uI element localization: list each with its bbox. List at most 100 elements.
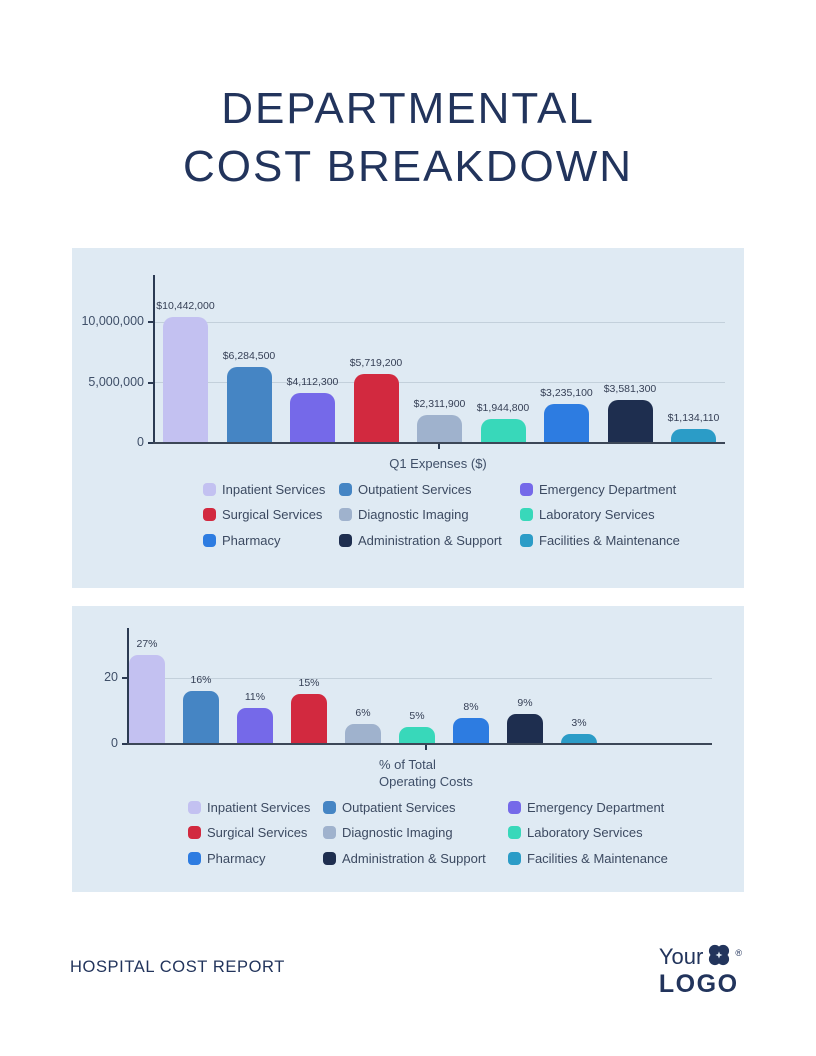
- bar-value-label: $3,235,100: [540, 387, 593, 399]
- legend-label: Pharmacy: [207, 850, 266, 866]
- y-tick-mark: [148, 321, 153, 323]
- y-tick-mark: [148, 381, 153, 384]
- x-axis-label: % of Total Operating Costs: [379, 756, 473, 790]
- bar-administration-support: [507, 714, 543, 744]
- bar-laboratory-services: [480, 419, 526, 443]
- logo-text-logo: LOGO: [658, 970, 739, 998]
- y-axis-line: [153, 275, 155, 444]
- bar-pharmacy: [453, 718, 489, 744]
- bar-value-label: 8%: [463, 701, 479, 713]
- gridline: [127, 677, 712, 679]
- legend-label: Emergency Department: [539, 481, 677, 497]
- legend-label: Surgical Services: [207, 825, 308, 840]
- bar-value-label: $6,284,500: [222, 350, 276, 362]
- report-name: HOSPITAL COST REPORT: [70, 958, 285, 976]
- legend-item-diagnostic-imaging: Diagnostic Imaging: [323, 825, 508, 840]
- bar-value-label: 5%: [409, 710, 425, 722]
- legend-swatch-emergency-department: [520, 482, 533, 496]
- legend-item-outpatient-services: Outpatient Services: [339, 482, 520, 497]
- legend-item-emergency-department: Emergency Department: [520, 481, 680, 497]
- legend-item-laboratory-services: Laboratory Services: [520, 507, 680, 522]
- bar-laboratory-services: [399, 727, 435, 744]
- legend-label: Inpatient Services: [222, 481, 326, 497]
- y-tick-label: 10,000,000: [81, 314, 144, 328]
- legend-swatch-diagnostic-imaging: [339, 508, 352, 521]
- registered-trademark-symbol: ®: [735, 948, 742, 958]
- legend-label: Laboratory Services: [527, 825, 643, 840]
- bar-emergency-department: [237, 708, 273, 744]
- clover-logo-icon: [708, 944, 730, 970]
- bar-diagnostic-imaging: [417, 415, 462, 443]
- legend-item-facilities-maintenance: Facilities & Maintenance: [520, 532, 680, 548]
- legend-item-pharmacy: Pharmacy: [188, 850, 323, 866]
- bar-value-label: $2,311,900: [413, 398, 466, 410]
- bar-value-label: $4,112,300: [286, 376, 339, 388]
- legend-swatch-surgical-services: [188, 826, 201, 839]
- legend-item-emergency-department: Emergency Department: [508, 799, 668, 815]
- y-tick-label: 20: [104, 670, 118, 684]
- legend-item-diagnostic-imaging: Diagnostic Imaging: [339, 507, 520, 522]
- legend-label: Pharmacy: [222, 532, 281, 548]
- legend-swatch-outpatient-services: [339, 482, 352, 496]
- y-tick-label: 5,000,000: [88, 374, 144, 389]
- legend-swatch-laboratory-services: [520, 508, 533, 521]
- percent-costs-legend: Inpatient Services Outpatient Services Eme…: [188, 799, 668, 866]
- x-tick-mark: [425, 745, 427, 750]
- legend-label: Facilities & Maintenance: [539, 532, 680, 548]
- page-footer: HOSPITAL COST REPORT Your ® LOGO: [70, 944, 742, 999]
- legend-label: Administration & Support: [342, 850, 486, 866]
- bar-outpatient-services: [183, 691, 219, 744]
- legend-item-facilities-maintenance: Facilities & Maintenance: [508, 850, 668, 866]
- legend-swatch-surgical-services: [203, 508, 216, 521]
- brand-logo: Your ® LOGO: [659, 944, 742, 999]
- bar-diagnostic-imaging: [345, 724, 381, 744]
- bar-value-label: $1,134,110: [667, 412, 720, 424]
- x-axis-line: [127, 743, 712, 745]
- bar-value-label: 16%: [190, 674, 212, 686]
- bar-value-label: $10,442,000: [156, 300, 215, 312]
- legend-swatch-pharmacy: [188, 851, 201, 865]
- legend-swatch-facilities-maintenance: [520, 533, 533, 547]
- y-tick-mark: [122, 743, 127, 745]
- bar-value-label: 9%: [517, 697, 533, 709]
- legend-label: Emergency Department: [527, 799, 665, 815]
- x-axis-label-line: Operating Costs: [379, 774, 473, 789]
- bar-inpatient-services: [163, 317, 208, 443]
- logo-text-your: Your: [658, 944, 704, 969]
- bar-value-label: $1,944,800: [476, 402, 530, 414]
- percent-costs-panel: 0 20 27% 16% 11% 15% 6% 5% 8% 9% 3% % of Total Opera…: [72, 606, 744, 892]
- x-axis-label-line: Q1 Expenses ($): [389, 456, 487, 471]
- legend-swatch-pharmacy: [203, 533, 216, 547]
- q1-expenses-panel: 0 5,000,000 10,000,000 $10,442,000 $6,284,50…: [72, 248, 744, 588]
- bar-value-label: $3,581,300: [603, 383, 657, 395]
- page-title-line1: DEPARTMENTAL: [221, 84, 595, 133]
- q1-expenses-legend: Inpatient Services Outpatient Services Eme…: [203, 481, 680, 548]
- gridline: [153, 382, 725, 383]
- legend-item-laboratory-services: Laboratory Services: [508, 825, 668, 840]
- y-tick-label: 0: [137, 435, 144, 449]
- legend-item-administration-support: Administration & Support: [339, 533, 520, 548]
- x-axis-line: [153, 442, 725, 444]
- q1-expenses-bar-chart: 0 5,000,000 10,000,000 $10,442,000 $6,284,50…: [72, 248, 744, 588]
- legend-swatch-outpatient-services: [323, 800, 336, 814]
- legend-item-surgical-services: Surgical Services: [188, 825, 323, 840]
- bar-value-label: 27%: [136, 638, 158, 650]
- bar-facilities-maintenance: [561, 734, 597, 744]
- x-tick-mark: [438, 444, 440, 449]
- legend-swatch-administration-support: [339, 533, 352, 547]
- bar-administration-support: [607, 400, 653, 443]
- y-tick-label: 0: [111, 736, 118, 750]
- bar-outpatient-services: [226, 367, 272, 443]
- y-tick-mark: [148, 442, 153, 444]
- legend-swatch-laboratory-services: [508, 826, 521, 839]
- bar-inpatient-services: [129, 655, 165, 744]
- legend-swatch-facilities-maintenance: [508, 851, 521, 865]
- y-tick-mark: [122, 677, 127, 679]
- bar-emergency-department: [290, 393, 335, 443]
- bar-value-label: 15%: [298, 677, 320, 689]
- percent-costs-bar-chart: 0 20 27% 16% 11% 15% 6% 5% 8% 9% 3% % of Total Opera…: [72, 606, 744, 892]
- x-axis-label: Q1 Expenses ($): [288, 455, 588, 472]
- legend-label: Outpatient Services: [342, 799, 456, 815]
- legend-label: Facilities & Maintenance: [527, 850, 668, 866]
